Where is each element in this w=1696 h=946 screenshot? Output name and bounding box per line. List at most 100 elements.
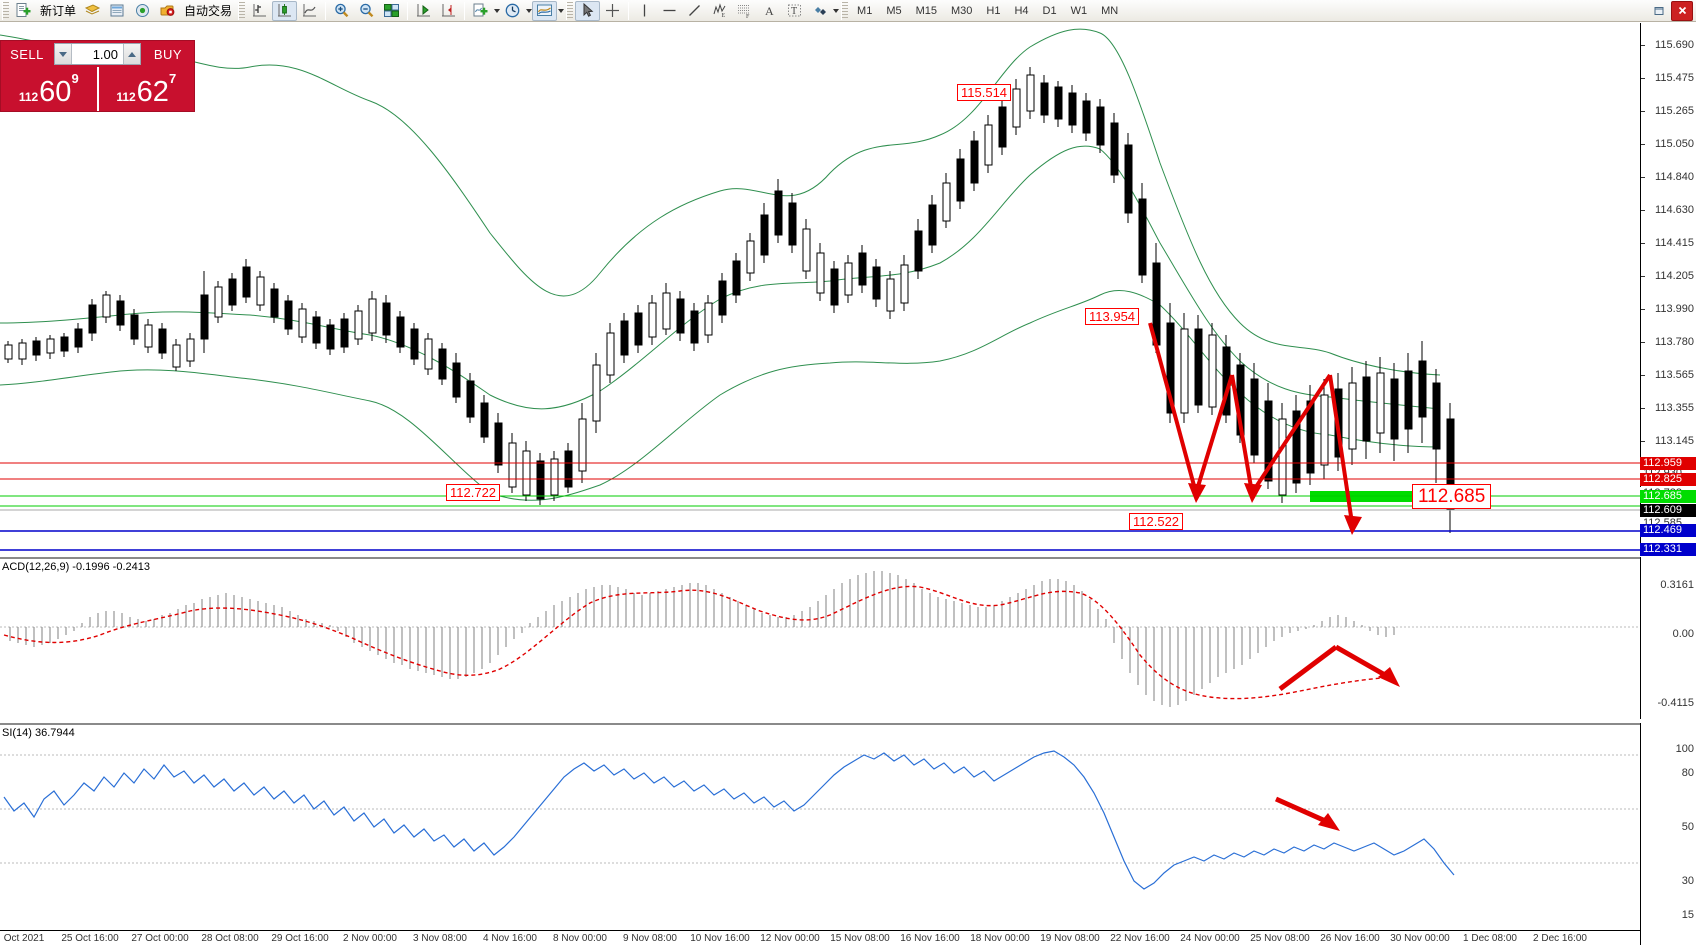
macd-tick-min: -0.4115 xyxy=(1657,697,1695,709)
templates-icon[interactable] xyxy=(532,0,558,21)
rsi-pane[interactable]: SI(14) 36.7944 xyxy=(0,723,1640,945)
label-112-722[interactable]: 112.722 xyxy=(446,484,501,501)
time-tick-15: 19 Nov 08:00 xyxy=(1040,933,1100,944)
level-112-331[interactable]: 112.331 xyxy=(1640,543,1696,556)
indicators-icon[interactable] xyxy=(468,1,493,21)
volume-input[interactable]: 1.00 xyxy=(92,46,118,62)
level-112-825[interactable]: 112.825 xyxy=(1640,473,1696,486)
macd-pane[interactable]: ACD(12,26,9) -0.1996 -0.2413 xyxy=(0,557,1640,719)
chart-container[interactable]: USDJPY-,H4 113.214 113.245 112.550 112.6… xyxy=(0,22,1696,946)
timeframe-m15[interactable]: M15 xyxy=(915,4,937,17)
indicators-dropdown-caret[interactable] xyxy=(494,8,501,13)
sell-price-sup: 9 xyxy=(71,71,79,86)
time-tick-5: 2 Nov 00:00 xyxy=(343,933,397,944)
shapes-icon[interactable] xyxy=(807,1,832,21)
label-112-685[interactable]: 112.685 xyxy=(1412,484,1492,509)
price-pane[interactable]: 115.514 113.954 112.722 112.522 112.685 xyxy=(0,23,1640,551)
level-112-685[interactable]: 112.685 xyxy=(1640,490,1696,503)
timeframe-h1[interactable]: H1 xyxy=(986,4,1001,17)
chart-shift-icon[interactable] xyxy=(436,1,461,21)
shapes-dropdown-caret[interactable] xyxy=(833,8,840,13)
timeframe-w1[interactable]: W1 xyxy=(1070,4,1088,17)
templates-dropdown-caret[interactable] xyxy=(558,8,565,13)
label-115-514[interactable]: 115.514 xyxy=(957,84,1012,101)
cursor-icon[interactable] xyxy=(575,0,601,21)
time-tick-22: 2 Dec 16:00 xyxy=(1533,933,1587,944)
rsi-label: SI(14) 36.7944 xyxy=(2,727,75,739)
toolbar-grip-4[interactable] xyxy=(841,1,849,20)
line-chart-icon[interactable] xyxy=(297,1,322,21)
price-tick-114-630: 114.630 xyxy=(1655,204,1694,216)
macd-chart-svg xyxy=(0,571,1640,707)
vertical-line-icon[interactable] xyxy=(632,1,657,21)
price-tick-113-145: 113.145 xyxy=(1655,435,1694,447)
autoscroll-icon[interactable] xyxy=(411,1,436,21)
candlestick-chart-icon[interactable] xyxy=(272,0,298,21)
rsi-scale: 100 80 50 30 15 xyxy=(1640,723,1696,945)
market-watch-icon[interactable] xyxy=(80,1,105,21)
tile-windows-icon[interactable] xyxy=(379,1,404,21)
sell-button[interactable]: SELL xyxy=(10,46,44,62)
rsi-tick-50: 50 xyxy=(1681,821,1694,833)
time-tick-13: 16 Nov 16:00 xyxy=(900,933,960,944)
data-window-icon[interactable] xyxy=(105,1,130,21)
toolbar-grip-3[interactable] xyxy=(566,1,574,20)
zoom-in-icon[interactable] xyxy=(329,1,354,21)
text-icon[interactable]: A xyxy=(757,1,782,21)
timeframe-d1[interactable]: D1 xyxy=(1042,4,1057,17)
time-tick-20: 30 Nov 00:00 xyxy=(1390,933,1450,944)
navigator-icon[interactable] xyxy=(130,1,155,21)
volume-stepper[interactable]: 1.00 xyxy=(54,43,141,65)
one-click-trading-panel[interactable]: SELL 1.00 BUY 112 60 9 112 62 xyxy=(0,40,195,112)
period-clock-icon[interactable] xyxy=(500,1,525,21)
elliott-wave-icon[interactable]: E xyxy=(707,1,732,21)
toolbar-separator-1 xyxy=(325,1,327,20)
rsi-chart-svg xyxy=(0,750,1640,890)
level-112-469[interactable]: 112.469 xyxy=(1640,524,1696,537)
label-113-954[interactable]: 113.954 xyxy=(1085,308,1140,325)
close-window-icon[interactable] xyxy=(1671,0,1693,21)
timeframe-m5[interactable]: M5 xyxy=(886,4,902,17)
chevron-up-icon xyxy=(128,51,136,57)
buy-price-display[interactable]: 112 62 7 xyxy=(99,67,195,111)
price-tick-113-780: 113.780 xyxy=(1655,336,1694,348)
volume-decrement-button[interactable] xyxy=(55,44,72,64)
time-tick-19: 26 Nov 16:00 xyxy=(1320,933,1380,944)
restore-window-icon[interactable] xyxy=(1648,1,1671,21)
period-dropdown-caret[interactable] xyxy=(526,8,533,13)
sell-price-display[interactable]: 112 60 9 xyxy=(1,67,97,111)
horizontal-line-icon[interactable] xyxy=(657,1,682,21)
time-tick-1: 25 Oct 16:00 xyxy=(61,933,119,944)
new-order-label[interactable]: 新订单 xyxy=(40,4,77,18)
new-order-icon[interactable] xyxy=(11,1,36,21)
bar-chart-icon[interactable] xyxy=(247,1,272,21)
buy-price-prefix: 112 xyxy=(116,90,136,104)
timeframe-h4[interactable]: H4 xyxy=(1014,4,1029,17)
price-tick-115-690: 115.690 xyxy=(1655,39,1694,51)
price-tick-114-415: 114.415 xyxy=(1655,237,1694,249)
trendline-icon[interactable] xyxy=(682,1,707,21)
autotrading-icon[interactable] xyxy=(155,1,180,21)
time-tick-7: 4 Nov 16:00 xyxy=(483,933,537,944)
label-112-522[interactable]: 112.522 xyxy=(1129,513,1184,530)
macd-tick-max: 0.3161 xyxy=(1660,579,1694,591)
timeframe-mn[interactable]: MN xyxy=(1101,4,1119,17)
rsi-tick-30: 30 xyxy=(1681,875,1694,887)
time-tick-9: 9 Nov 08:00 xyxy=(623,933,677,944)
time-axis[interactable]: Oct 2021 25 Oct 16:00 27 Oct 00:00 28 Oc… xyxy=(0,930,1640,946)
fibonacci-icon[interactable]: F xyxy=(732,1,757,21)
toolbar-grip-2[interactable] xyxy=(238,1,246,20)
text-label-icon[interactable]: T xyxy=(782,1,807,21)
svg-text:E: E xyxy=(722,13,726,19)
crosshair-icon[interactable] xyxy=(600,1,625,21)
autotrading-label[interactable]: 自动交易 xyxy=(184,4,233,18)
buy-button[interactable]: BUY xyxy=(153,46,183,62)
zoom-out-icon[interactable] xyxy=(354,1,379,21)
timeframe-m1[interactable]: M1 xyxy=(857,4,873,17)
level-112-959[interactable]: 112.959 xyxy=(1640,457,1696,470)
price-tick-114-840: 114.840 xyxy=(1655,171,1694,183)
volume-increment-button[interactable] xyxy=(123,44,140,64)
timeframe-m30[interactable]: M30 xyxy=(951,4,973,17)
price-scale[interactable]: 115.690 115.475 115.265 115.050 114.840 … xyxy=(1640,23,1696,556)
toolbar-grip[interactable] xyxy=(2,1,9,20)
